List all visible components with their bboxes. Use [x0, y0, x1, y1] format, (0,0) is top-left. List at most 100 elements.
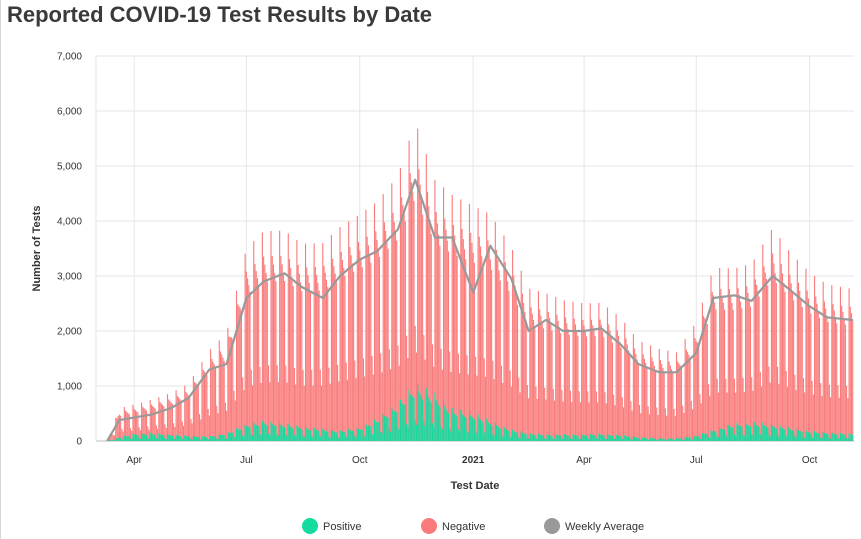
negative-bar	[785, 371, 787, 441]
positive-bar	[298, 427, 300, 441]
negative-bar	[121, 428, 123, 441]
negative-bar	[332, 258, 334, 441]
positive-bar	[699, 438, 701, 441]
positive-bar	[793, 431, 795, 441]
positive-bar	[726, 436, 728, 441]
positive-bar	[454, 413, 456, 441]
negative-bar	[470, 232, 472, 441]
positive-bar	[794, 436, 796, 441]
negative-bar	[777, 366, 779, 441]
negative-bar	[743, 391, 745, 441]
positive-bar	[472, 417, 474, 441]
negative-bar	[600, 324, 602, 441]
negative-bar	[726, 392, 728, 441]
chart-axes: 0 1,000 2,000 3,000 4,000 5,000 6,000 7,000 Apr J…	[31, 52, 818, 493]
positive-bar	[110, 440, 112, 441]
weekly-average-line	[106, 178, 853, 442]
positive-bar	[834, 434, 837, 441]
negative-bar	[504, 261, 506, 441]
positive-bar	[648, 440, 650, 441]
legend-negative-label[interactable]: Negative	[442, 521, 485, 533]
negative-bar	[817, 310, 819, 441]
negative-bar	[567, 328, 569, 441]
negative-bar	[746, 286, 748, 441]
negative-bar	[468, 203, 471, 441]
negative-bar	[428, 206, 430, 441]
positive-bar	[727, 424, 729, 441]
positive-bar	[446, 411, 448, 441]
negative-bar	[265, 273, 267, 441]
negative-bar	[454, 235, 456, 441]
negative-bar	[364, 376, 366, 441]
negative-bar	[472, 252, 474, 441]
positive-bar	[362, 435, 365, 441]
positive-bar	[846, 438, 848, 441]
positive-bar	[139, 438, 141, 441]
positive-bar	[238, 429, 240, 441]
positive-bar	[132, 433, 134, 441]
positive-bar	[487, 421, 489, 441]
negative-bar	[275, 281, 277, 441]
negative-bar	[594, 336, 596, 441]
negative-bar	[149, 400, 151, 441]
positive-bar	[243, 436, 245, 441]
negative-bar	[599, 319, 601, 441]
negative-bar	[355, 378, 357, 441]
negative-bar	[666, 415, 668, 441]
negative-bar	[646, 367, 648, 441]
negative-bar	[343, 267, 345, 441]
positive-bar	[488, 423, 490, 441]
positive-bar	[658, 438, 660, 441]
positive-bar	[468, 411, 471, 441]
positive-bar	[703, 433, 705, 441]
negative-bar	[344, 276, 346, 441]
negative-bar	[287, 233, 289, 441]
legend-positive-marker[interactable]	[302, 518, 318, 534]
positive-bar	[694, 436, 696, 441]
positive-bar	[461, 413, 463, 441]
positive-bar	[462, 415, 464, 441]
negative-bar	[216, 405, 218, 441]
negative-bar	[240, 310, 242, 441]
legend-weekly-average-marker[interactable]	[544, 518, 560, 534]
positive-bar	[178, 435, 180, 441]
positive-bar	[451, 408, 453, 441]
negative-bar	[491, 270, 493, 441]
negative-bar	[832, 304, 834, 441]
positive-bar	[295, 436, 297, 441]
negative-bar	[410, 182, 413, 441]
y-tick-label: 5,000	[57, 162, 82, 173]
positive-bar	[531, 434, 533, 441]
legend-negative-marker[interactable]	[421, 518, 437, 534]
positive-bar	[786, 437, 788, 441]
positive-bar	[605, 438, 607, 441]
chart-legend[interactable]: Positive Negative Weekly Average	[302, 518, 644, 534]
negative-bar	[541, 321, 543, 441]
positive-bar	[198, 439, 201, 441]
legend-weekly-average-label[interactable]: Weekly Average	[565, 521, 644, 533]
positive-bar	[322, 428, 324, 441]
positive-bar	[811, 437, 813, 441]
positive-bar	[126, 436, 128, 441]
positive-bar	[260, 435, 262, 441]
negative-bar	[180, 400, 182, 441]
positive-bar	[778, 436, 780, 441]
negative-bar	[217, 413, 219, 441]
legend-positive-label[interactable]: Positive	[323, 521, 362, 533]
positive-bar	[599, 434, 601, 441]
positive-bar	[632, 436, 634, 441]
negative-bar	[229, 337, 231, 441]
negative-bar	[770, 229, 772, 441]
positive-bar	[312, 437, 314, 441]
positive-bar	[615, 434, 617, 441]
negative-bar	[418, 169, 420, 441]
positive-bar	[154, 434, 156, 441]
positive-bar	[346, 437, 348, 441]
positive-bar	[711, 431, 713, 441]
positive-bar	[375, 421, 377, 441]
negative-bar	[807, 298, 809, 441]
positive-bar	[212, 436, 214, 441]
positive-bar	[256, 425, 259, 441]
positive-bar	[274, 425, 276, 441]
